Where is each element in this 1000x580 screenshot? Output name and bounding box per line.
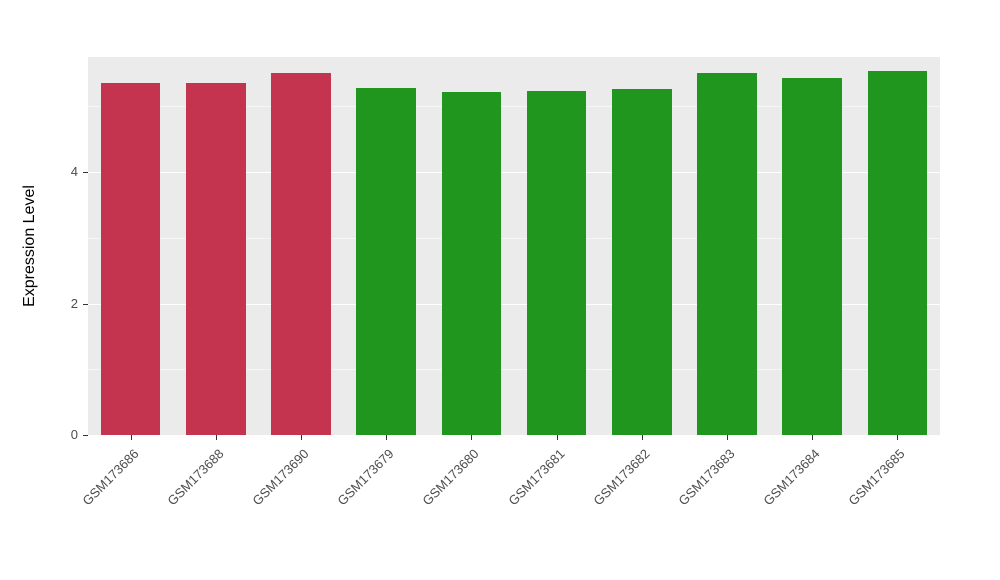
x-tick-label: GSM173684 — [760, 446, 823, 509]
x-tick-mark — [641, 435, 643, 440]
y-axis-title-text: Expression Level — [21, 185, 38, 307]
plot-panel — [88, 57, 940, 436]
y-tick-label: 4 — [70, 164, 78, 180]
x-tick-label: GSM173681 — [504, 446, 568, 509]
y-tick-label: 2 — [70, 295, 78, 311]
x-tick-label: GSM173685 — [845, 446, 908, 509]
y-tick-mark — [83, 303, 88, 305]
x-tick-mark — [471, 435, 473, 440]
bar-GSM173688 — [185, 83, 246, 435]
gridline-major — [88, 303, 940, 305]
x-tick-label: GSM173688 — [164, 446, 227, 509]
x-tick-label: GSM173686 — [78, 446, 142, 509]
gridline-minor — [88, 106, 940, 108]
x-tick-label: GSM173683 — [675, 446, 738, 509]
bar-GSM173684 — [782, 78, 842, 435]
x-tick-label: GSM173682 — [590, 446, 653, 509]
x-tick-mark — [386, 435, 388, 440]
x-tick-mark — [556, 435, 558, 440]
y-tick-label: 0 — [70, 427, 78, 442]
x-tick-mark — [897, 435, 899, 440]
bar-GSM173685 — [867, 71, 928, 435]
x-tick-mark — [727, 435, 728, 440]
x-tick-mark — [130, 435, 132, 440]
gridline-major — [88, 435, 940, 436]
y-tick-mark — [83, 435, 88, 436]
bar-GSM173686 — [100, 83, 161, 435]
x-tick-mark — [215, 435, 217, 440]
gridline-minor — [88, 369, 940, 371]
x-tick-mark — [812, 435, 814, 440]
bar-GSM173682 — [611, 88, 672, 435]
bar-GSM173679 — [356, 87, 416, 435]
gridline-minor — [88, 237, 940, 239]
x-tick-mark — [301, 435, 302, 440]
bar-GSM173680 — [441, 91, 502, 435]
gridline-major — [88, 172, 940, 174]
x-tick-label: GSM173680 — [419, 446, 482, 509]
x-tick-label: GSM173690 — [249, 446, 312, 509]
bar-GSM173681 — [526, 91, 587, 435]
x-tick-label: GSM173679 — [334, 446, 397, 509]
bar-GSM173690 — [271, 73, 331, 435]
bar-GSM173683 — [697, 73, 757, 435]
y-tick-mark — [83, 172, 88, 174]
